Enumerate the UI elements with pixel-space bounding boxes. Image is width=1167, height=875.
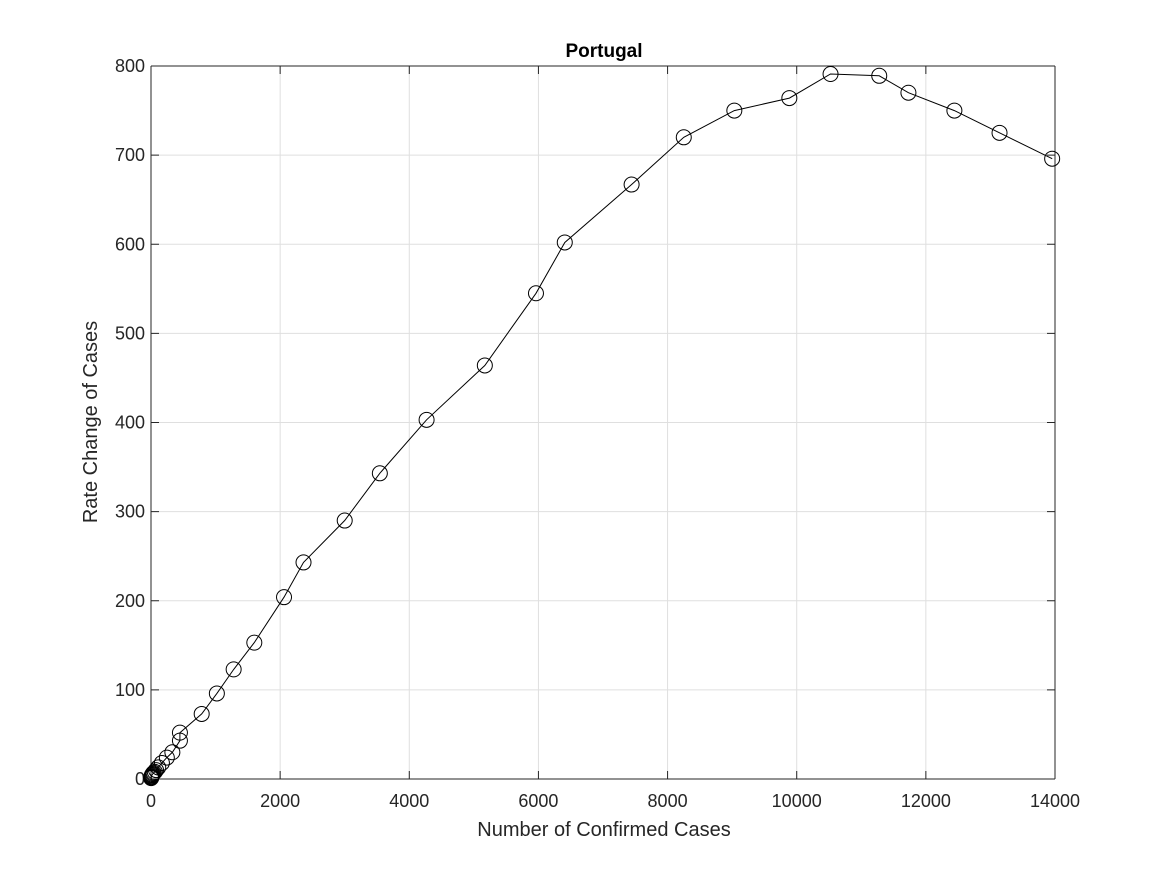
x-tick-label: 4000 [389, 791, 429, 811]
data-point-marker [193, 705, 210, 722]
data-point-marker [527, 285, 544, 302]
data-point-marker [225, 661, 242, 678]
data-point-marker [556, 234, 573, 251]
data-point-marker [623, 176, 640, 193]
data-point-marker [171, 732, 188, 749]
data-point-marker [164, 744, 181, 761]
data-point-marker [946, 102, 963, 119]
data-point-marker [158, 749, 175, 766]
data-point-marker [822, 66, 839, 83]
data-point-marker [171, 724, 188, 741]
data-point-marker [781, 90, 798, 107]
data-point-marker [1044, 150, 1061, 167]
data-series [143, 66, 1061, 787]
data-point-marker [991, 124, 1008, 141]
y-axis-label: Rate Change of Cases [80, 321, 102, 523]
data-point-marker [295, 554, 312, 571]
data-point-marker [726, 102, 743, 119]
data-point-marker [153, 754, 170, 771]
data-point-marker [276, 589, 293, 606]
series-line [150, 73, 1053, 779]
data-point-marker [336, 512, 353, 529]
x-axis-label: Number of Confirmed Cases [477, 819, 730, 841]
x-tick-label: 6000 [518, 791, 558, 811]
y-tick-label: 600 [115, 234, 145, 254]
data-point-marker [371, 465, 388, 482]
data-point-marker [418, 411, 435, 428]
x-tick-label: 14000 [1030, 791, 1080, 811]
y-tick-label: 700 [115, 145, 145, 165]
y-tick-label: 300 [115, 502, 145, 522]
data-point-marker [900, 84, 917, 101]
y-tick-label: 500 [115, 323, 145, 343]
y-tick-label: 200 [115, 591, 145, 611]
data-point-marker [145, 764, 162, 781]
y-tick-label: 800 [115, 56, 145, 76]
x-tick-label: 10000 [772, 791, 822, 811]
x-axis-ticks: 0 2000 4000 6000 8000 10000 12000 14000 [146, 66, 1080, 811]
x-tick-label: 12000 [901, 791, 951, 811]
data-point-marker [675, 129, 692, 146]
y-tick-label: 400 [115, 413, 145, 433]
y-axis-ticks: 0 100 200 300 400 500 600 700 800 [115, 56, 1055, 789]
data-point-marker [208, 685, 225, 702]
x-tick-label: 8000 [648, 791, 688, 811]
y-tick-label: 100 [115, 680, 145, 700]
data-point-marker [871, 67, 888, 84]
data-point-marker [144, 765, 161, 782]
chart-title: Portugal [565, 41, 642, 62]
data-point-marker [476, 357, 493, 374]
x-tick-label: 0 [146, 791, 156, 811]
data-point-marker [150, 759, 167, 776]
x-tick-label: 2000 [260, 791, 300, 811]
y-tick-label: 0 [135, 769, 145, 789]
data-point-marker [246, 634, 263, 651]
